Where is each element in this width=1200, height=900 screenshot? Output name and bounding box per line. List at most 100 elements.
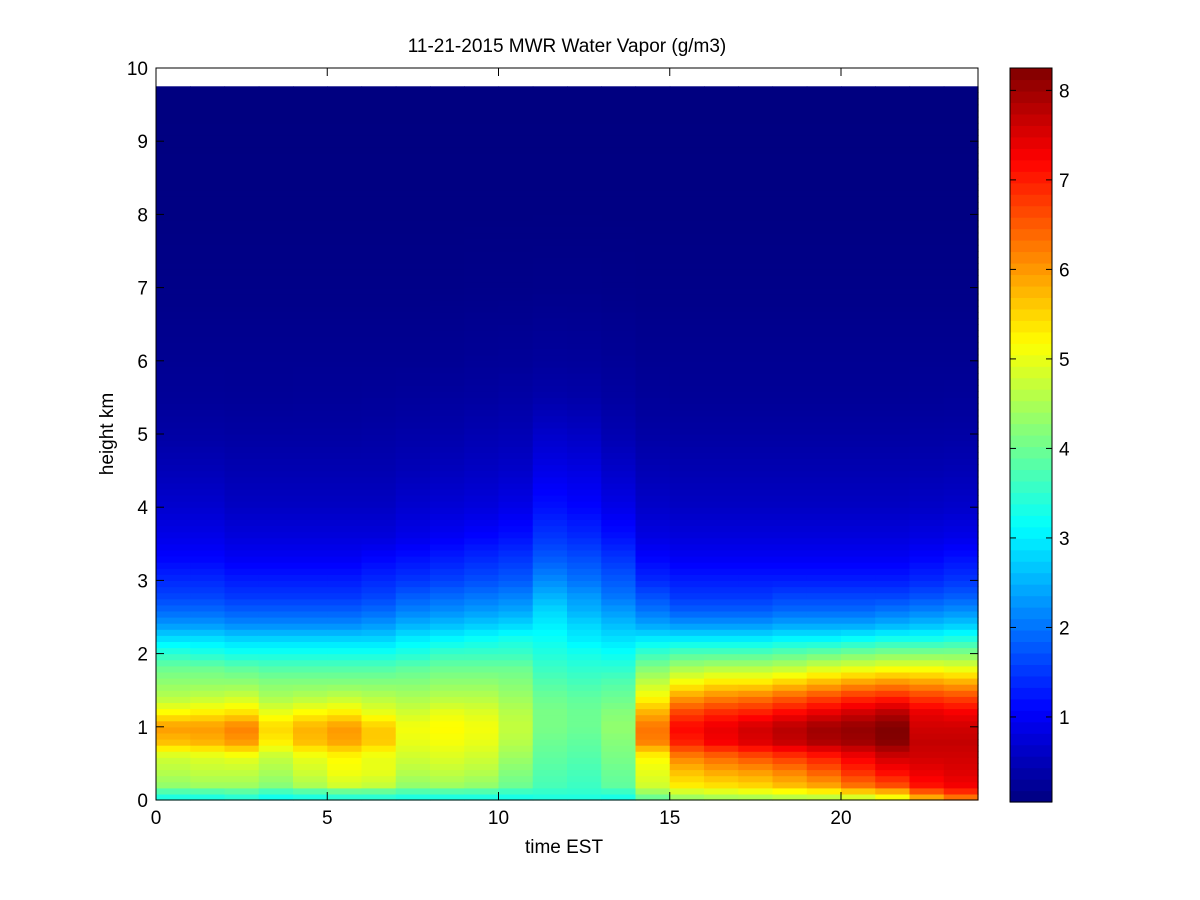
heatmap-cell (532, 702, 568, 710)
heatmap-cell (464, 714, 500, 722)
heatmap-cell (532, 635, 568, 642)
heatmap-cell (464, 220, 500, 228)
heatmap-cell (806, 659, 842, 667)
heatmap-cell (430, 726, 465, 734)
heatmap-cell (327, 354, 363, 362)
heatmap-cell (738, 568, 774, 575)
heatmap-cell (190, 586, 226, 594)
heatmap-cell (841, 592, 876, 600)
heatmap-cell (327, 604, 363, 612)
heatmap-cell (361, 141, 397, 148)
heatmap-cell (430, 781, 465, 789)
heatmap-cell (601, 385, 637, 392)
heatmap-cell (635, 208, 671, 215)
heatmap-cell (601, 141, 637, 148)
heatmap-cell (430, 190, 465, 197)
heatmap-cell (567, 556, 602, 563)
heatmap-cell (772, 385, 808, 392)
heatmap-cell (943, 635, 979, 642)
heatmap-cell (224, 312, 260, 319)
heatmap-cell (430, 537, 465, 545)
heatmap-cell (395, 452, 431, 459)
heatmap-cell (943, 556, 979, 563)
heatmap-cell (943, 263, 979, 270)
heatmap-cell (704, 617, 739, 624)
heatmap-cell (772, 586, 808, 594)
heatmap-cell (258, 610, 294, 618)
heatmap-cell (875, 104, 911, 112)
heatmap-cell (806, 190, 842, 197)
heatmap-cell (772, 440, 808, 447)
heatmap-cell (258, 684, 294, 691)
heatmap-cell (601, 519, 637, 527)
heatmap-cell (909, 793, 945, 801)
heatmap-cell (841, 403, 876, 411)
heatmap-cell (258, 336, 294, 344)
heatmap-cell (498, 391, 534, 398)
heatmap-cell (464, 739, 500, 746)
colorbar-swatch (1010, 262, 1052, 276)
heatmap-cell (293, 342, 328, 350)
heatmap-cell (361, 342, 397, 350)
heatmap-cell (258, 202, 294, 209)
heatmap-cell (738, 434, 774, 441)
heatmap-cell (806, 623, 842, 630)
heatmap-cell (875, 568, 911, 575)
heatmap-cell (704, 348, 739, 356)
heatmap-cell (704, 409, 739, 417)
heatmap-cell (875, 299, 911, 307)
heatmap-cell (293, 299, 328, 307)
heatmap-cell (806, 183, 842, 191)
heatmap-cell (875, 373, 911, 380)
heatmap-cell (464, 732, 500, 740)
heatmap-cell (669, 647, 705, 655)
heatmap-cell (293, 665, 328, 673)
heatmap-cell (635, 153, 671, 161)
heatmap-cell (532, 482, 568, 490)
heatmap-cell (258, 751, 294, 758)
heatmap-cell (635, 635, 671, 642)
heatmap-cell (635, 787, 671, 795)
heatmap-cell (909, 501, 945, 508)
heatmap-cell (258, 214, 294, 222)
heatmap-cell (943, 269, 979, 276)
colorbar-swatch (1010, 159, 1052, 172)
heatmap-cell (669, 745, 705, 752)
heatmap-cell (498, 586, 534, 594)
heatmap-cell (224, 787, 260, 795)
heatmap-cell (601, 427, 637, 435)
heatmap-cell (156, 287, 191, 295)
heatmap-cell (704, 702, 739, 710)
heatmap-cell (395, 244, 431, 252)
heatmap-cell (567, 263, 602, 270)
heatmap-cell (532, 238, 568, 246)
heatmap-cell (361, 629, 397, 636)
heatmap-cell (567, 244, 602, 252)
heatmap-cell (806, 342, 842, 350)
heatmap-cell (909, 714, 945, 722)
heatmap-cell (669, 464, 705, 472)
heatmap-cell (841, 793, 876, 801)
heatmap-cell (601, 269, 637, 276)
heatmap-cell (327, 476, 363, 484)
heatmap-cell (224, 171, 260, 179)
heatmap-cell (532, 129, 568, 136)
heatmap-cell (806, 110, 842, 118)
heatmap-cell (224, 635, 260, 642)
heatmap-cell (772, 787, 808, 795)
heatmap-cell (909, 135, 945, 142)
heatmap-cell (601, 549, 637, 557)
heatmap-cell (361, 537, 397, 545)
heatmap-cell (909, 696, 945, 703)
heatmap-cell (704, 775, 739, 783)
heatmap-cell (635, 275, 671, 283)
heatmap-cell (224, 525, 260, 533)
heatmap-cell (361, 568, 397, 575)
heatmap-cell (601, 653, 637, 661)
heatmap-cell (395, 495, 431, 502)
heatmap-cell (669, 653, 705, 661)
heatmap-cell (772, 183, 808, 191)
heatmap-cell (430, 684, 465, 691)
heatmap-cell (327, 684, 363, 691)
heatmap-cell (704, 562, 739, 569)
